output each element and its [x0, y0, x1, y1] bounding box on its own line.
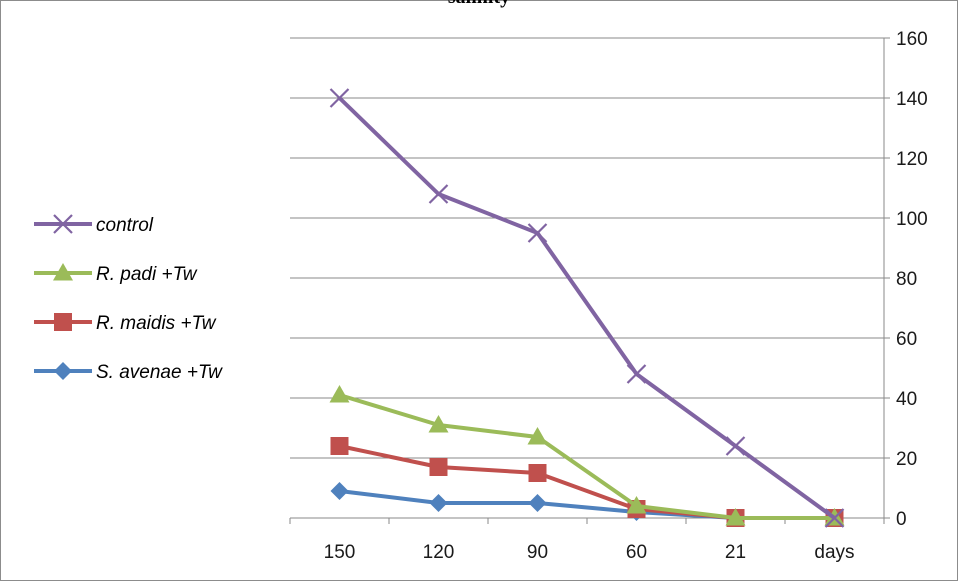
- data-point-r-maidis-tw: [528, 464, 547, 482]
- data-point-r-padi-tw: [626, 496, 647, 514]
- data-point-r-padi-tw: [428, 415, 449, 433]
- data-point-control: [725, 436, 746, 456]
- data-point-r-padi-tw: [527, 427, 548, 445]
- legend-marker-s-avenae-tw: [54, 362, 72, 380]
- y-tick-label: 0: [896, 509, 907, 530]
- y-tick-label: 20: [896, 449, 917, 470]
- x-tick-label: 21: [725, 542, 746, 563]
- x-tick-label: days: [814, 542, 854, 563]
- x-tick-label: 120: [423, 542, 455, 563]
- data-point-r-maidis-tw: [429, 458, 448, 476]
- legend-label-control: control: [96, 215, 154, 236]
- series-line-control: [338, 96, 836, 520]
- data-point-r-padi-tw: [725, 508, 746, 526]
- data-point-r-maidis-tw: [330, 437, 349, 455]
- y-tick-label: 120: [896, 149, 928, 170]
- series-line-s-avenae-tw: [339, 489, 835, 520]
- y-tick-label: 100: [896, 209, 928, 230]
- y-tick-label: 80: [896, 269, 917, 290]
- y-tick-label: 140: [896, 89, 928, 110]
- legend-marker-r-maidis-tw: [54, 313, 72, 331]
- series-line-r-padi-tw: [338, 393, 835, 520]
- data-point-r-padi-tw: [329, 385, 350, 403]
- data-point-control: [824, 508, 845, 528]
- chart-title: salinity: [0, 0, 958, 9]
- legend-label-s-avenae-tw: S. avenae +Tw: [96, 362, 223, 383]
- data-point-s-avenae-tw: [429, 494, 448, 512]
- data-point-control: [329, 88, 350, 108]
- x-tick-label: 90: [527, 542, 548, 563]
- legend-label-r-padi-tw: R. padi +Tw: [96, 264, 198, 285]
- data-point-control: [428, 184, 449, 204]
- data-point-s-avenae-tw: [528, 494, 547, 512]
- data-point-s-avenae-tw: [330, 482, 349, 500]
- x-tick-label: 150: [324, 542, 356, 563]
- y-tick-label: 40: [896, 389, 917, 410]
- y-tick-label: 160: [896, 29, 928, 50]
- y-tick-label: 60: [896, 329, 917, 350]
- legend-marker-control: [53, 214, 73, 234]
- legend-label-r-maidis-tw: R. maidis +Tw: [96, 313, 217, 334]
- x-tick-label: 60: [626, 542, 647, 563]
- data-point-control: [527, 223, 548, 243]
- data-point-control: [626, 364, 647, 384]
- legend-marker-r-padi-tw: [53, 263, 73, 281]
